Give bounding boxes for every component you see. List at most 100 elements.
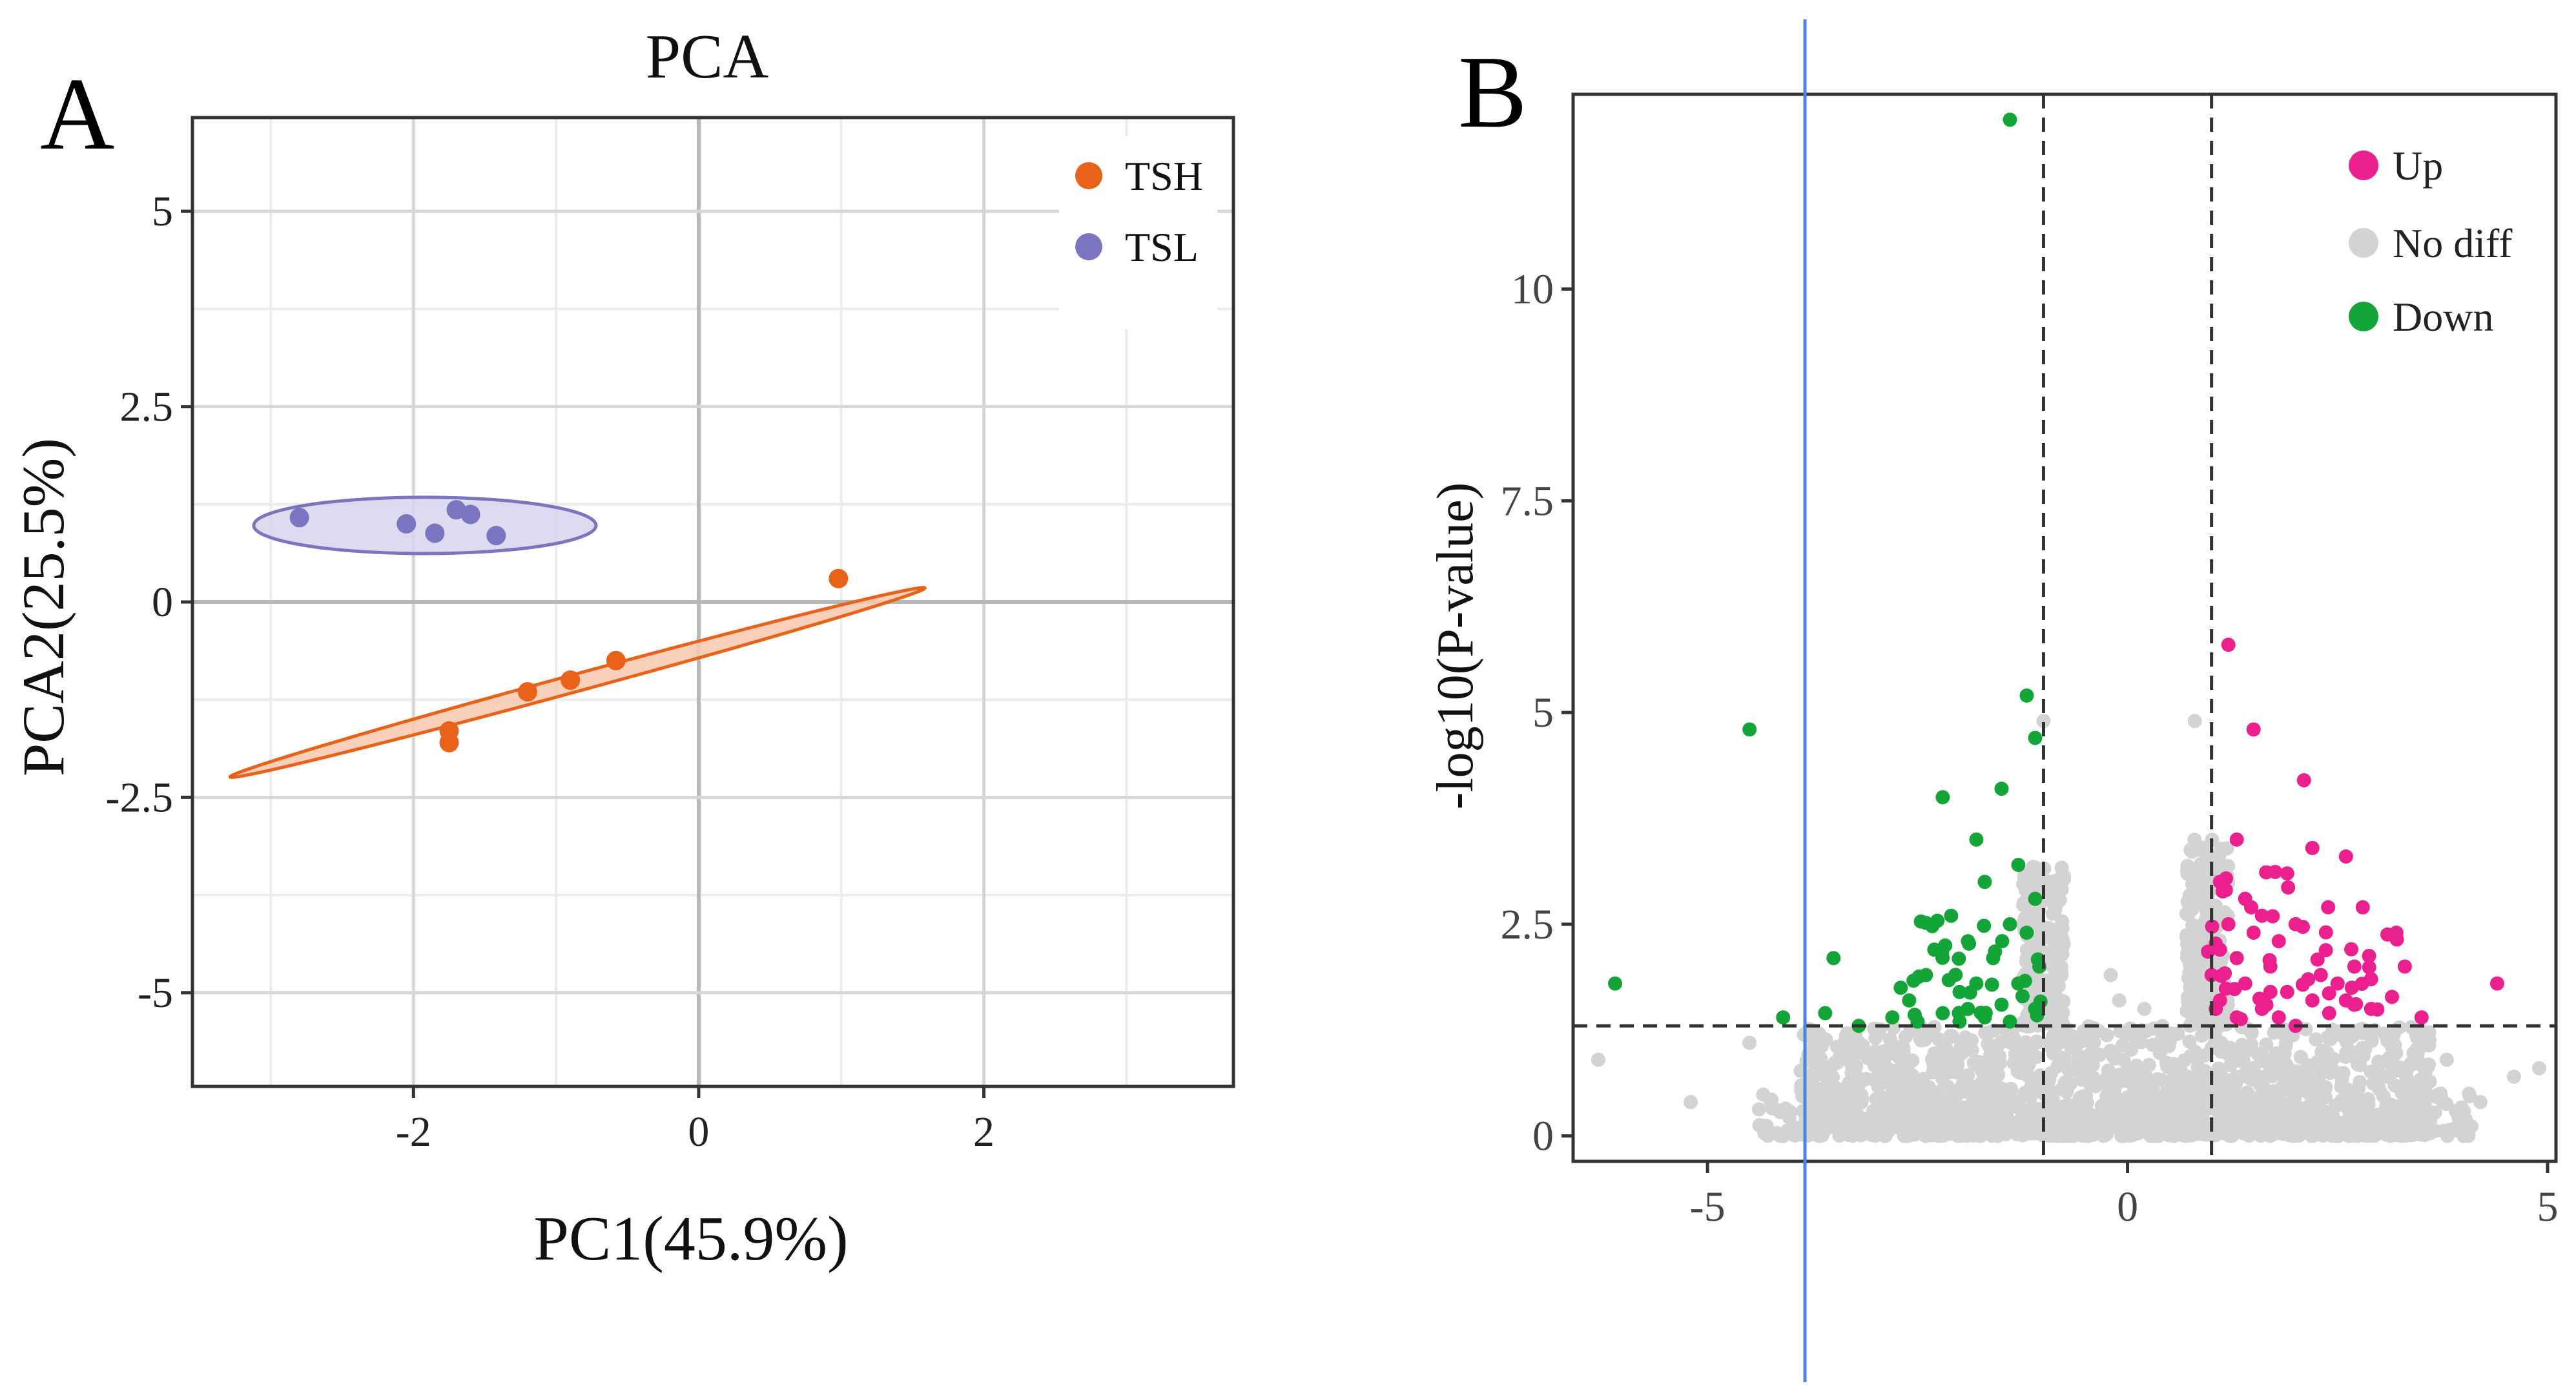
volcano-point-no-diff [2329,1128,2344,1143]
volcano-point-no-diff [2106,1092,2121,1107]
volcano-point-no-diff [1891,1050,1906,1064]
volcano-point-down [1969,976,1984,991]
volcano-point-up [2246,926,2261,940]
volcano-point-no-diff [2198,1048,2212,1063]
volcano-x-tick-label: 5 [2537,1183,2558,1230]
volcano-point-no-diff [2051,1002,2066,1017]
volcano-point-no-diff [2413,1125,2427,1139]
volcano-point-no-diff [2004,1084,2019,1099]
volcano-point-no-diff [1816,1084,1831,1099]
volcano-point-no-diff [2457,1104,2471,1119]
pca-title: PCA [646,22,769,92]
volcano-point-no-diff [2023,1046,2038,1061]
volcano-point-no-diff [2459,1119,2474,1134]
volcano-point-no-diff [1956,1100,1971,1115]
pca-x-tick-label: -2 [396,1108,431,1156]
volcano-point-up [2204,968,2219,982]
volcano-point-no-diff [2347,1103,2362,1117]
volcano-point-no-diff [2382,1030,2397,1044]
volcano-point-down [2011,858,2026,873]
volcano-point-no-diff [2145,1122,2159,1137]
volcano-point-no-diff [2310,1090,2325,1105]
volcano-point-no-diff [2384,1065,2399,1080]
pca-y-tick-label: -5 [138,970,173,1017]
volcano-point-down [1919,968,1933,982]
volcano-point-no-diff [2059,1082,2074,1097]
volcano-point-down [1986,951,2001,966]
volcano-y-tick-label: 2.5 [1501,901,1554,948]
volcano-point-up [2238,976,2252,991]
volcano-point-up [2322,986,2336,1001]
volcano-point-up [2296,773,2311,787]
volcano-point-no-diff [2278,1038,2293,1053]
volcano-point-up [2205,919,2220,934]
volcano-point-down [2003,917,2017,931]
volcano-point-no-diff [2008,1047,2023,1062]
volcano-point-no-diff [1966,1055,1981,1070]
volcano-point-no-diff [2044,1066,2059,1081]
pca-point-tsl [289,508,309,528]
volcano-point-no-diff [2400,1096,2415,1111]
volcano-point-no-diff [2108,1051,2123,1066]
volcano-point-no-diff [1591,1052,1606,1067]
volcano-point-no-diff [2361,1092,2376,1106]
volcano-point-no-diff [2531,1061,2546,1075]
pca-y-axis-label: PCA2(25.5%) [10,438,76,776]
volcano-point-no-diff [2116,1128,2131,1143]
pca-points [289,500,849,752]
volcano-point-no-diff [1977,1094,1992,1108]
volcano-point-no-diff [2189,949,2204,964]
volcano-point-up [2305,840,2320,855]
volcano-point-no-diff [2439,1052,2454,1067]
volcano-point-no-diff [2137,1002,2152,1016]
volcano-point-no-diff [2199,1098,2214,1113]
volcano-point-no-diff [2223,1088,2238,1103]
volcano-point-no-diff [1829,1081,1844,1095]
volcano-point-no-diff [2183,860,2198,875]
volcano-point-no-diff [1764,1094,1778,1109]
volcano-point-no-diff [1935,1053,1950,1068]
volcano-point-down [1935,1006,1950,1021]
volcano-point-no-diff [1990,1037,2005,1052]
volcano-point-no-diff [1924,1103,1939,1118]
volcano-point-no-diff [1906,1108,1921,1123]
volcano-point-up [2271,934,2286,949]
volcano-point-no-diff [2212,953,2227,968]
volcano-point-no-diff [1877,1097,1891,1112]
volcano-point-no-diff [2296,1120,2311,1135]
volcano-point-no-diff [1843,1127,1858,1142]
pca-point-tsh [517,682,537,702]
volcano-point-no-diff [2057,1029,2072,1044]
volcano-point-down [2015,989,2030,1004]
volcano-point-no-diff [2188,993,2203,1008]
pca-x-tick-label: 2 [973,1108,994,1156]
volcano-point-no-diff [2267,1121,2282,1136]
volcano-point-no-diff [2182,1034,2197,1049]
volcano-point-no-diff [2259,1037,2274,1052]
volcano-point-no-diff [1813,1051,1828,1066]
volcano-point-no-diff [1944,1028,1959,1043]
volcano-point-up [2344,980,2359,995]
volcano-point-no-diff [2045,906,2060,921]
volcano-point-no-diff [2217,905,2232,920]
volcano-point-no-diff [1849,1059,1864,1074]
volcano-axis-frame [1571,92,2558,1163]
volcano-point-no-diff [2071,1106,2086,1121]
volcano-point-no-diff [1826,1070,1840,1084]
volcano-y-tick-label: 0 [1532,1113,1554,1160]
volcano-legend-nodiff-label: No diff [2393,220,2513,266]
volcano-point-up [2301,972,2316,987]
volcano-point-no-diff [2447,1121,2462,1136]
volcano-point-no-diff [1882,1032,1897,1047]
volcano-point-up [2254,908,2269,923]
volcano-point-no-diff [1980,1072,1995,1087]
volcano-point-no-diff [2062,1128,2077,1143]
volcano-point-no-diff [2056,937,2071,951]
volcano-point-no-diff [2418,1114,2433,1129]
volcano-legend: Up No diff Down [2349,143,2513,340]
volcano-point-no-diff [2244,1026,2259,1041]
volcano-point-no-diff [2046,876,2061,891]
volcano-point-down [1977,1010,1992,1025]
volcano-y-axis-label: -log10(P-value) [1427,482,1484,810]
